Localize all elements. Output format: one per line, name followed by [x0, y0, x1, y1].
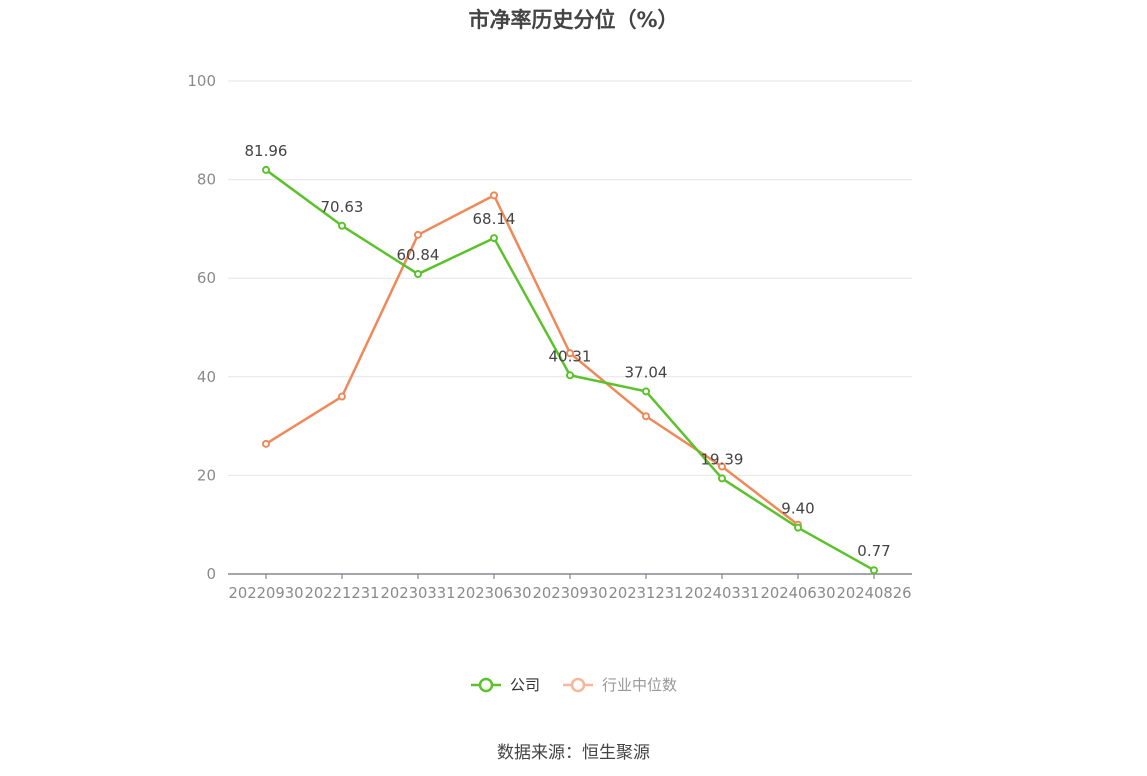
company-data-point: [566, 371, 574, 380]
data-labels: 81.96 70.63 60.84 68.14 40.31 37.04 19.39 9.40 0…: [245, 142, 891, 560]
company-data-label: 19.39: [701, 450, 744, 468]
company-data-point: [490, 234, 498, 243]
legend: 公司 行业中位数: [0, 674, 1147, 695]
company-data-label: 0.77: [857, 542, 890, 560]
x-tick-label: 20240826: [837, 584, 912, 602]
legend-item-industry[interactable]: 行业中位数: [562, 674, 677, 695]
company-data-point: [718, 474, 726, 483]
y-tick-label: 40: [197, 368, 216, 386]
x-tick-label: 20230930: [533, 584, 608, 602]
industry-series-line: [265, 194, 799, 526]
company-data-label: 68.14: [473, 210, 516, 228]
industry-data-point: [642, 412, 650, 421]
company-data-label: 81.96: [245, 142, 288, 160]
x-tick-label: 20231231: [609, 584, 684, 602]
y-tick-label: 0: [206, 565, 216, 583]
x-tick-label: 20230331: [381, 584, 456, 602]
company-data-label: 9.40: [781, 500, 814, 518]
x-tick-label: 20220930: [229, 584, 304, 602]
series-lines: [262, 165, 878, 575]
company-data-point: [870, 566, 878, 575]
y-tick-label: 100: [187, 72, 216, 90]
industry-data-point: [490, 191, 498, 200]
legend-industry-label: 行业中位数: [602, 676, 678, 694]
grid-lines: [228, 80, 912, 476]
company-data-point: [414, 270, 422, 279]
industry-data-point: [718, 462, 726, 471]
industry-data-point: [338, 392, 346, 401]
company-data-point: [262, 165, 270, 174]
legend-industry-marker-icon: [563, 677, 593, 692]
legend-company-marker-icon: [470, 677, 501, 692]
legend-item-company[interactable]: 公司: [470, 674, 540, 695]
company-data-point: [338, 221, 346, 230]
company-data-label: 70.63: [321, 198, 364, 216]
chart-title: 市净率历史分位（%）: [468, 8, 679, 32]
y-tick-label: 20: [197, 466, 216, 484]
industry-data-point: [414, 230, 422, 239]
company-data-label: 60.84: [397, 246, 440, 264]
y-tick-label: 60: [197, 269, 216, 287]
source-note: 数据来源：恒生聚源: [497, 743, 650, 763]
company-data-point: [642, 387, 650, 396]
company-data-point: [794, 523, 802, 532]
x-tick-label: 20221231: [305, 584, 380, 602]
x-tick-label: 20240630: [761, 584, 836, 602]
y-tick-label: 80: [197, 171, 216, 189]
x-tick-label: 20230630: [457, 584, 532, 602]
company-data-label: 40.31: [549, 347, 592, 365]
industry-data-point: [262, 439, 270, 448]
company-data-label: 37.04: [625, 363, 668, 381]
legend-company-label: 公司: [509, 676, 540, 694]
x-tick-label: 20240331: [685, 584, 760, 602]
industry-data-point: [566, 349, 574, 358]
